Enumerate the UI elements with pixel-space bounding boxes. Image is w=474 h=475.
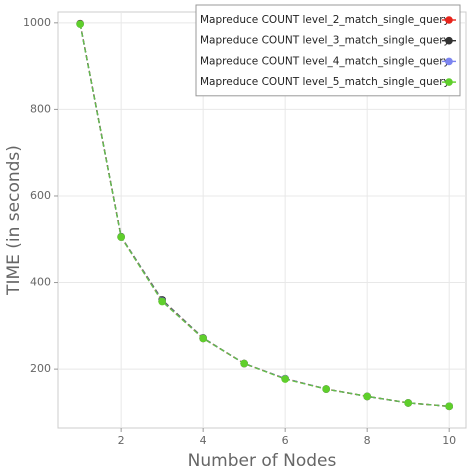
legend-label: Mapreduce COUNT level_5_match_single_que…	[200, 76, 450, 88]
legend-marker	[445, 16, 453, 24]
legend-marker	[445, 78, 453, 86]
legend-label: Mapreduce COUNT level_4_match_single_que…	[200, 55, 450, 67]
x-tick-label: 4	[200, 434, 207, 447]
legend-box	[195, 4, 461, 97]
legend-label: Mapreduce COUNT level_2_match_single_que…	[200, 14, 450, 26]
data-point	[404, 399, 412, 407]
data-point	[445, 402, 453, 411]
legend-label: Mapreduce COUNT level_3_match_single_que…	[200, 35, 450, 47]
data-point	[281, 375, 289, 383]
y-tick-label: 600	[30, 189, 51, 202]
legend-marker	[445, 57, 453, 66]
data-point	[158, 297, 166, 306]
x-tick-label: 10	[442, 434, 456, 447]
x-tick-label: 2	[118, 434, 125, 447]
data-point	[199, 334, 207, 343]
y-tick-label: 800	[30, 102, 51, 115]
y-tick-label: 400	[30, 276, 51, 289]
data-point	[240, 359, 248, 368]
y-axis-title: TIME (in seconds)	[4, 145, 24, 296]
y-tick-label: 200	[30, 362, 51, 375]
x-tick-label: 6	[282, 434, 289, 447]
data-point	[76, 20, 84, 28]
data-point	[117, 233, 125, 241]
legend-marker	[445, 36, 453, 45]
x-axis-title: Number of Nodes	[188, 451, 337, 471]
y-tick-label: 1000	[23, 16, 51, 29]
data-point	[363, 392, 371, 401]
x-tick-label: 8	[364, 434, 371, 447]
data-point	[322, 385, 330, 393]
series-line	[79, 23, 450, 408]
